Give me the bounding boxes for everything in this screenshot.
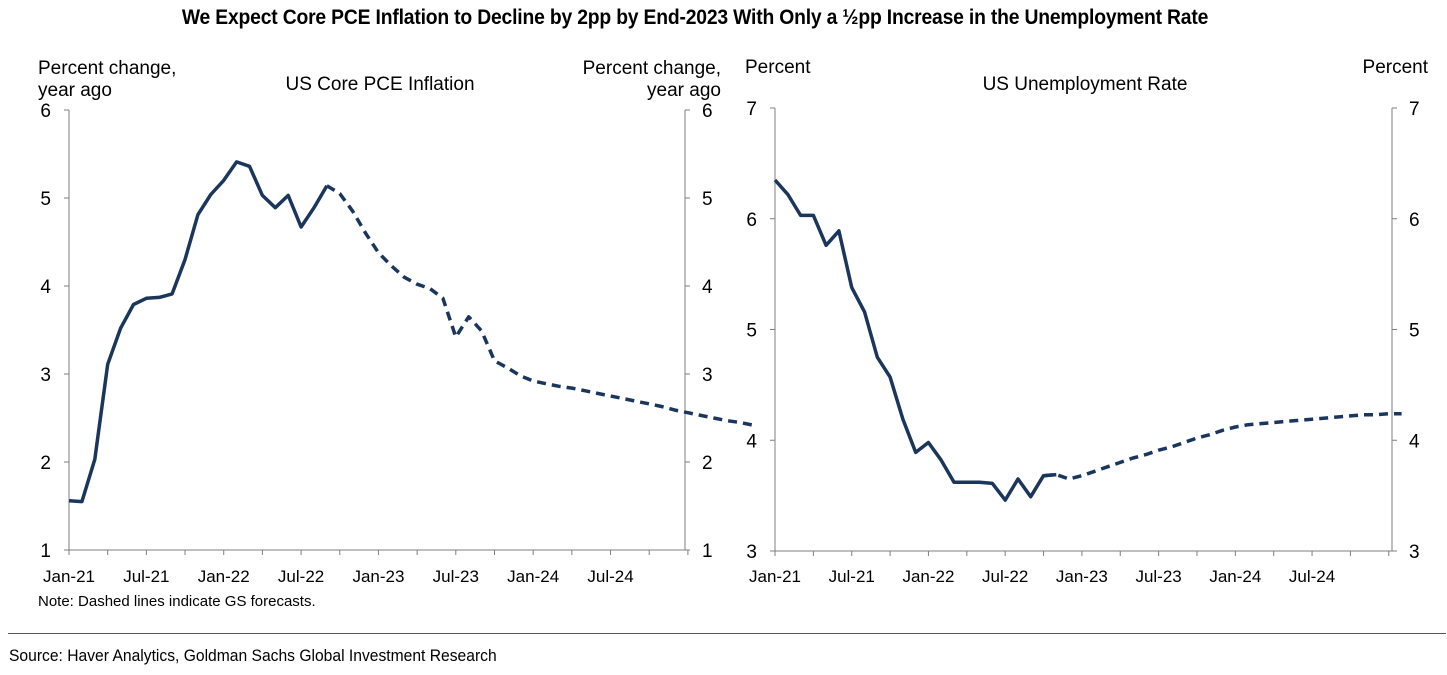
core-pce-right-tick-label: 5 bbox=[702, 189, 713, 210]
unemployment-left-unit: Percent bbox=[745, 57, 811, 78]
unemployment-x-tick-label: Jul-24 bbox=[1289, 567, 1335, 586]
core-pce-x-tick-label: Jul-21 bbox=[123, 567, 169, 586]
forecast-note: Note: Dashed lines indicate GS forecasts… bbox=[38, 593, 316, 610]
core-pce-right-unit-line2: year ago bbox=[647, 80, 721, 101]
core-pce-x-tick-label: Jan-21 bbox=[43, 567, 95, 586]
core-pce-x-tick-label: Jul-22 bbox=[278, 567, 324, 586]
core-pce-left-tick-label: 1 bbox=[40, 541, 51, 562]
unemployment-right-unit: Percent bbox=[1363, 57, 1429, 78]
unemployment-x-tick-label: Jan-23 bbox=[1056, 567, 1108, 586]
core-pce-left-unit-line2: year ago bbox=[38, 80, 112, 101]
unemployment-x-tick-label: Jul-22 bbox=[982, 567, 1028, 586]
unemployment-forecast-line bbox=[1043, 411, 1402, 481]
core-pce-forecast-line bbox=[325, 184, 753, 427]
core-pce-left-tick-label: 3 bbox=[40, 365, 51, 386]
core-pce-x-tick-label: Jul-23 bbox=[433, 567, 479, 586]
unemployment-left-tick-label: 5 bbox=[746, 321, 757, 342]
core-pce-left-unit-line1: Percent change, bbox=[38, 58, 176, 79]
source-note: Source: Haver Analytics, Goldman Sachs G… bbox=[9, 646, 497, 665]
core-pce-right-tick-label: 2 bbox=[702, 453, 713, 474]
figure-canvas: US Core PCE Inflation Percent change, ye… bbox=[38, 57, 1429, 610]
source-divider bbox=[8, 633, 1446, 634]
core-pce-x-tick-label: Jul-24 bbox=[587, 567, 633, 586]
unemployment-right-tick-label: 5 bbox=[1409, 321, 1420, 342]
unemployment-right-tick-label: 4 bbox=[1409, 431, 1420, 452]
unemployment-right-tick-label: 3 bbox=[1409, 542, 1420, 563]
core-pce-chart-title: US Core PCE Inflation bbox=[285, 74, 474, 95]
core-pce-left-tick-label: 4 bbox=[40, 277, 51, 298]
core-pce-right-tick-label: 1 bbox=[702, 541, 713, 562]
unemployment-chart-title: US Unemployment Rate bbox=[983, 74, 1188, 95]
unemployment-left-tick-label: 3 bbox=[746, 542, 757, 563]
unemployment-chart: US Unemployment Rate Percent Percent 3 3 4… bbox=[745, 57, 1429, 586]
unemployment-left-tick-label: 6 bbox=[746, 210, 757, 231]
core-pce-right-tick-label: 4 bbox=[702, 277, 713, 298]
core-pce-left-tick-label: 5 bbox=[40, 189, 51, 210]
core-pce-left-tick-label: 2 bbox=[40, 453, 51, 474]
core-pce-right-unit-line1: Percent change, bbox=[583, 58, 721, 79]
core-pce-left-tick-label: 6 bbox=[40, 101, 51, 122]
unemployment-right-tick-label: 7 bbox=[1409, 99, 1420, 120]
core-pce-right-tick-label: 6 bbox=[702, 101, 713, 122]
unemployment-x-tick-label: Jan-24 bbox=[1209, 567, 1261, 586]
core-pce-actual-line bbox=[68, 160, 329, 504]
unemployment-left-tick-label: 7 bbox=[746, 99, 757, 120]
unemployment-x-tick-label: Jul-23 bbox=[1135, 567, 1181, 586]
unemployment-actual-line bbox=[773, 178, 1057, 502]
unemployment-right-tick-label: 6 bbox=[1409, 210, 1420, 231]
unemployment-x-tick-label: Jan-21 bbox=[749, 567, 801, 586]
figure-title: We Expect Core PCE Inflation to Decline … bbox=[181, 6, 1209, 29]
core-pce-x-tick-label: Jan-22 bbox=[198, 567, 250, 586]
core-pce-chart: US Core PCE Inflation Percent change, ye… bbox=[38, 58, 753, 586]
unemployment-x-tick-label: Jul-21 bbox=[829, 567, 875, 586]
core-pce-x-tick-label: Jan-24 bbox=[507, 567, 559, 586]
unemployment-left-tick-label: 4 bbox=[746, 431, 757, 452]
core-pce-x-tick-label: Jan-23 bbox=[352, 567, 404, 586]
unemployment-x-tick-label: Jan-22 bbox=[902, 567, 954, 586]
core-pce-right-tick-label: 3 bbox=[702, 365, 713, 386]
